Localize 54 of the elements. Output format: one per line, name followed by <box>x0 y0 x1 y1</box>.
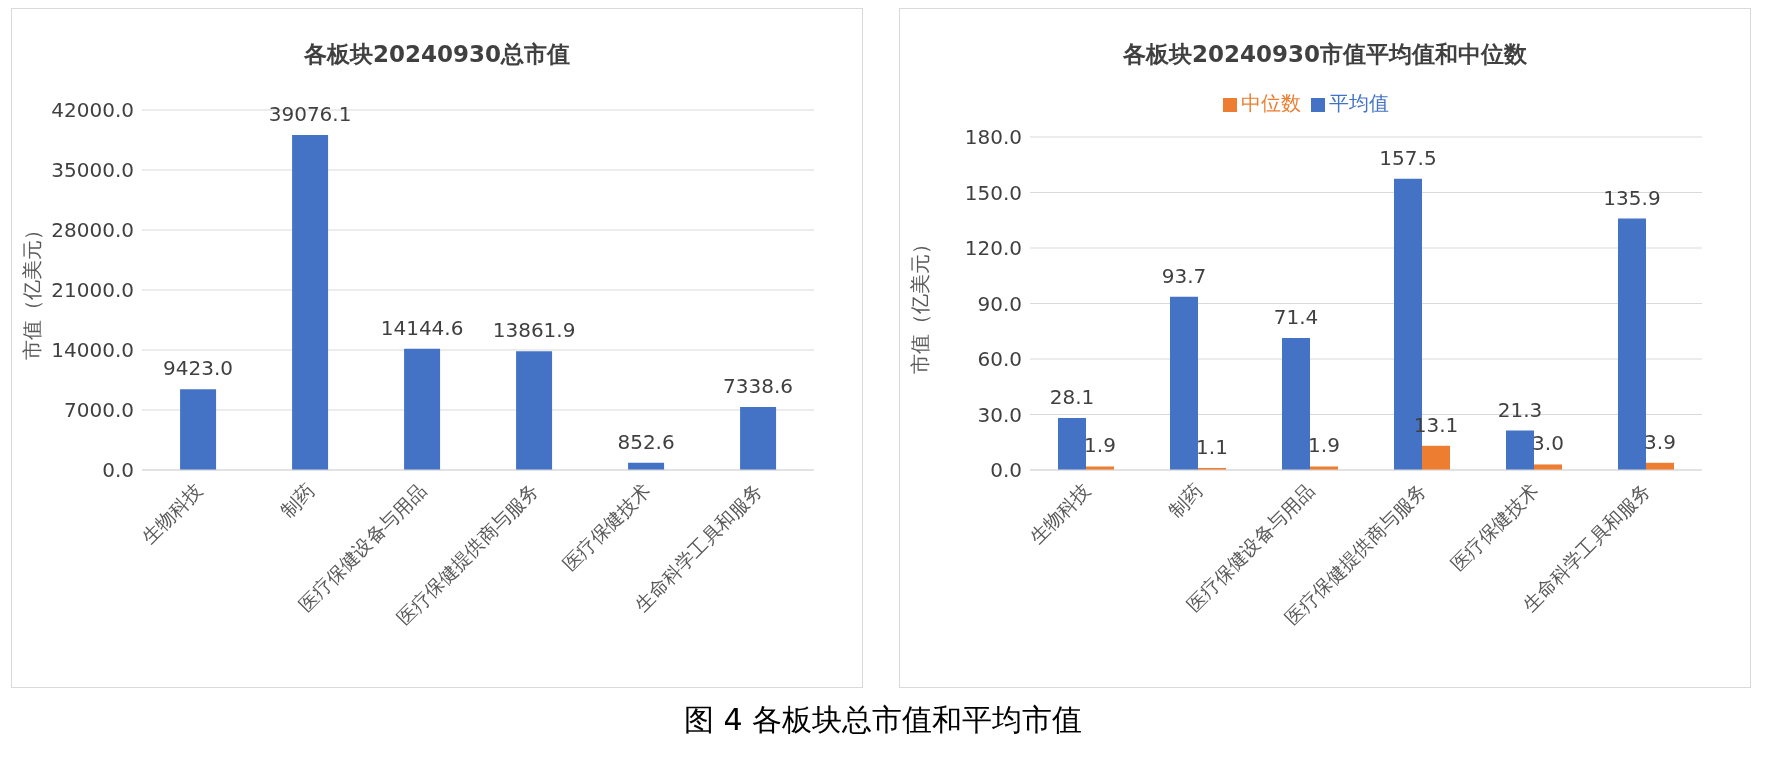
y-tick-label: 0.0 <box>990 458 1022 483</box>
legend-label: 平均值 <box>1329 91 1389 115</box>
data-label: 13861.9 <box>492 318 576 343</box>
data-label: 14144.6 <box>380 315 464 340</box>
y-tick-label: 60.0 <box>977 347 1022 372</box>
x-tick-label: 医疗保健技术 <box>558 478 655 576</box>
data-label: 7338.6 <box>723 374 794 399</box>
bar <box>516 351 553 470</box>
x-tick-label: 医疗保健技术 <box>1446 478 1543 576</box>
y-tick-label: 90.0 <box>977 291 1022 316</box>
y-tick-label: 30.0 <box>977 402 1022 427</box>
legend-label: 中位数 <box>1241 91 1301 115</box>
bar <box>180 389 217 470</box>
bar <box>1422 445 1450 470</box>
x-tick-label: 生物科技 <box>137 478 207 549</box>
y-tick-label: 35000.0 <box>51 158 134 183</box>
bar <box>1170 296 1198 470</box>
bar <box>292 135 329 470</box>
y-tick-label: 42000.0 <box>51 98 134 123</box>
data-label: 28.1 <box>1049 385 1095 410</box>
data-label: 1.9 <box>1084 433 1116 458</box>
bar <box>740 407 777 470</box>
y-tick-label: 120.0 <box>964 236 1022 261</box>
data-label: 1.1 <box>1196 434 1228 459</box>
y-axis-title: 市值（亿美元） <box>908 233 933 374</box>
data-label: 157.5 <box>1379 145 1437 170</box>
data-label: 39076.1 <box>268 102 352 127</box>
chart-title: 各板块20240930总市值 <box>303 40 571 69</box>
y-tick-label: 7000.0 <box>64 398 134 423</box>
x-tick-label: 制药 <box>276 478 319 522</box>
y-tick-label: 28000.0 <box>51 218 134 243</box>
bar <box>1282 337 1310 470</box>
y-tick-label: 180.0 <box>964 125 1022 150</box>
data-label: 9423.0 <box>163 356 234 381</box>
data-label: 135.9 <box>1603 185 1661 210</box>
x-tick-label: 制药 <box>1164 478 1207 522</box>
x-tick-label: 生物科技 <box>1025 478 1095 549</box>
y-axis-title: 市值（亿美元） <box>20 220 45 360</box>
bar <box>1534 464 1562 470</box>
y-tick-label: 0.0 <box>102 458 134 483</box>
y-tick-label: 150.0 <box>964 180 1022 205</box>
bar <box>1618 218 1646 470</box>
bar <box>404 348 441 470</box>
data-label: 852.6 <box>617 429 675 454</box>
y-tick-label: 14000.0 <box>51 338 134 363</box>
caption: 图 4 各板块总市值和平均市值 <box>682 701 1084 739</box>
data-label: 93.7 <box>1161 263 1207 288</box>
chart-title: 各板块20240930市值平均值和中位数 <box>1122 40 1528 69</box>
data-label: 21.3 <box>1497 397 1543 422</box>
bar <box>1058 418 1086 470</box>
y-tick-label: 21000.0 <box>51 278 134 303</box>
bar <box>1506 430 1534 470</box>
data-label: 1.9 <box>1308 433 1340 458</box>
data-label: 71.4 <box>1273 304 1319 329</box>
